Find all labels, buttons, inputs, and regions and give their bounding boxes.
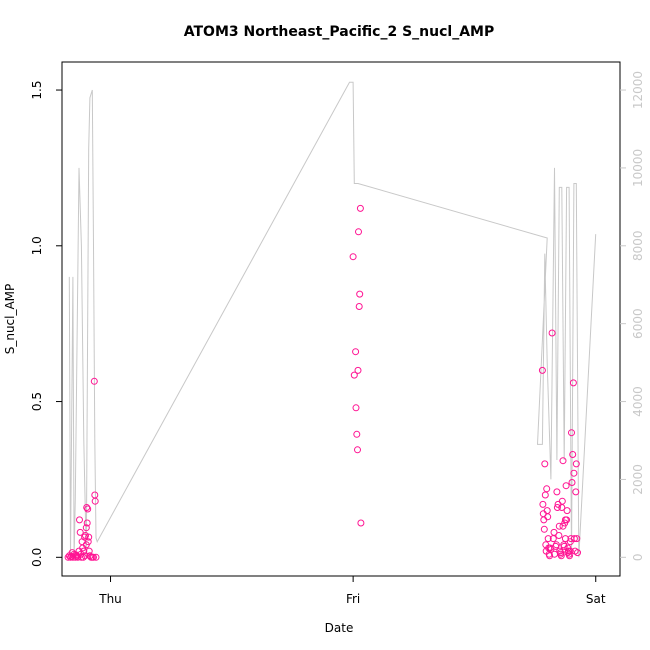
x-axis: Thu Fri Sat xyxy=(98,575,606,606)
data-point xyxy=(563,507,571,515)
data-point xyxy=(552,541,560,549)
data-point xyxy=(72,551,80,559)
data-point xyxy=(547,546,555,553)
data-point xyxy=(353,430,361,438)
y-tick-label: 0.5 xyxy=(30,392,44,411)
data-point xyxy=(85,547,93,555)
data-point xyxy=(82,541,90,549)
data-point xyxy=(83,519,91,527)
y2-tick-label: 6000 xyxy=(631,308,645,339)
data-point xyxy=(76,528,84,536)
plot-area xyxy=(64,81,597,561)
data-point xyxy=(559,457,567,465)
data-point xyxy=(557,549,565,557)
data-point xyxy=(568,429,575,437)
data-point xyxy=(80,547,88,555)
data-point xyxy=(73,552,81,560)
data-point xyxy=(561,516,569,524)
data-point xyxy=(544,535,552,543)
data-point xyxy=(568,479,576,486)
data-point xyxy=(354,446,361,454)
y2-tick-label: 12000 xyxy=(631,71,645,109)
altitude-line xyxy=(68,81,597,558)
data-point xyxy=(355,303,363,310)
data-point xyxy=(570,535,578,543)
data-point xyxy=(570,469,578,477)
x-tick-label: Thu xyxy=(98,592,122,606)
data-point xyxy=(555,532,563,539)
x-tick-label: Sat xyxy=(586,592,606,606)
data-point xyxy=(92,553,100,561)
data-point xyxy=(546,552,554,560)
data-point xyxy=(356,290,364,298)
data-point xyxy=(559,522,567,530)
data-point xyxy=(82,524,90,532)
data-point xyxy=(572,460,580,468)
data-point xyxy=(557,552,565,560)
y-axis-label: S_nucl_AMP xyxy=(3,284,17,355)
data-point xyxy=(91,491,99,499)
data-point xyxy=(553,504,561,511)
y2-tick-label: 0 xyxy=(631,553,645,561)
data-point xyxy=(558,497,566,505)
y2-tick-label: 8000 xyxy=(631,231,645,262)
data-point xyxy=(573,535,581,543)
plot-frame xyxy=(61,61,621,577)
x-axis-label: Date xyxy=(325,621,354,635)
data-point xyxy=(352,404,360,412)
y2-tick-label: 10000 xyxy=(631,149,645,187)
data-point xyxy=(574,549,581,557)
data-point xyxy=(90,553,97,561)
data-point xyxy=(569,451,577,458)
data-point xyxy=(82,532,89,539)
data-point xyxy=(543,507,551,515)
data-point xyxy=(354,366,362,374)
data-point xyxy=(76,516,83,524)
data-point xyxy=(541,460,549,468)
data-point xyxy=(572,488,580,496)
data-point xyxy=(550,528,558,536)
y-tick-label: 1.0 xyxy=(30,236,44,255)
data-point xyxy=(553,488,561,496)
data-point xyxy=(91,497,99,505)
data-point xyxy=(352,348,360,356)
data-point xyxy=(77,553,85,561)
y-tick-label: 1.5 xyxy=(30,80,44,99)
data-point xyxy=(541,491,549,499)
data-point xyxy=(562,482,570,490)
data-point xyxy=(544,513,552,521)
data-point xyxy=(64,553,72,561)
data-point xyxy=(540,516,548,524)
chart-title: ATOM3 Northeast_Pacific_2 S_nucl_AMP xyxy=(184,24,494,40)
data-point xyxy=(356,204,364,212)
data-point xyxy=(569,379,577,387)
y-axis-left: 0.0 0.5 1.0 1.5 xyxy=(30,80,62,567)
data-point xyxy=(539,500,547,508)
data-point xyxy=(540,525,548,533)
x-tick-label: Fri xyxy=(346,592,360,606)
data-point xyxy=(357,519,365,527)
data-point xyxy=(68,549,76,557)
y2-tick-label: 4000 xyxy=(631,386,645,417)
y-axis-right: 0 2000 4000 6000 8000 10000 12000 xyxy=(620,71,645,561)
data-point xyxy=(555,522,563,530)
data-point xyxy=(543,485,551,493)
data-point xyxy=(538,366,546,374)
data-point xyxy=(83,504,91,511)
data-point xyxy=(90,377,98,385)
y-tick-label: 0.0 xyxy=(30,548,44,567)
data-point xyxy=(564,549,572,557)
data-point xyxy=(84,505,92,513)
data-point xyxy=(350,371,358,379)
data-point xyxy=(548,329,556,337)
data-point xyxy=(355,228,362,236)
data-point xyxy=(349,253,357,261)
data-point xyxy=(560,542,568,550)
y2-tick-label: 2000 xyxy=(631,464,645,495)
